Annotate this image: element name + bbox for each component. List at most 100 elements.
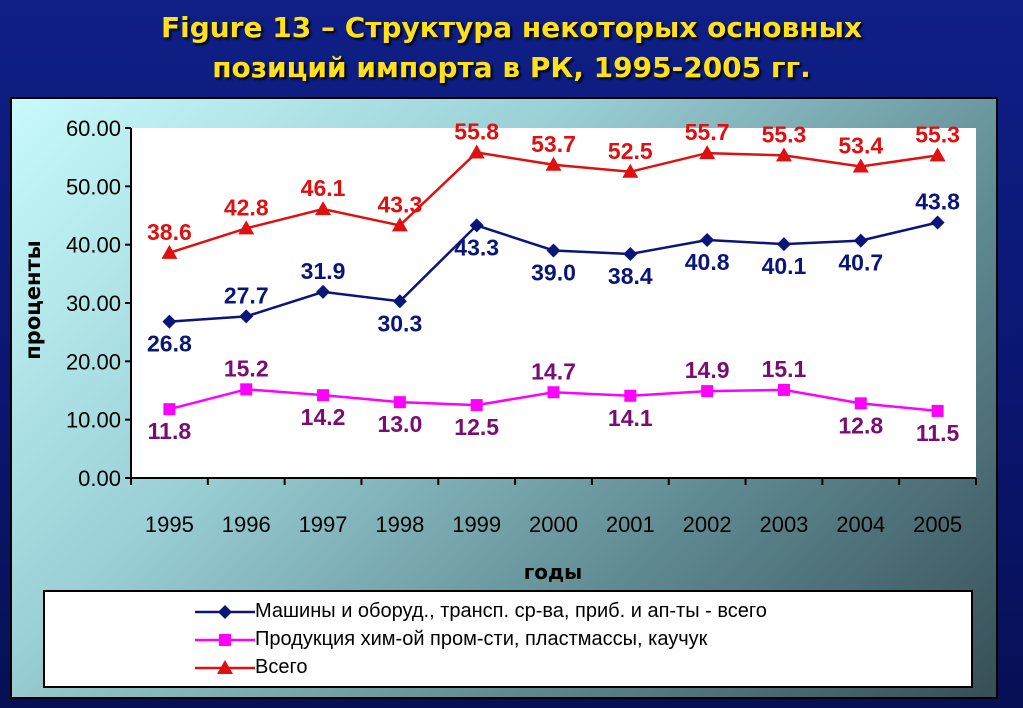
axes: 0.00 10.00 20.00 30.00 40.00 50.00 60.00 1995 19… bbox=[66, 116, 977, 537]
data-label-machinery: 39.0 bbox=[531, 260, 576, 286]
data-point-chemicals bbox=[931, 404, 944, 417]
data-point-chemicals bbox=[854, 397, 867, 410]
y-tick-label: 50.00 bbox=[66, 174, 121, 199]
y-tick-label: 40.00 bbox=[66, 233, 121, 258]
data-label-machinery: 43.3 bbox=[454, 234, 499, 260]
data-label-machinery: 30.3 bbox=[377, 310, 422, 336]
series-chemicals bbox=[163, 383, 944, 417]
legend-label-total: Всего bbox=[255, 656, 308, 678]
data-point-machinery bbox=[392, 294, 407, 309]
data-label-chemicals: 12.5 bbox=[454, 414, 499, 440]
data-label-total: 42.8 bbox=[224, 194, 269, 220]
data-label-total: 55.3 bbox=[915, 121, 960, 147]
x-tick-label: 2001 bbox=[606, 512, 655, 537]
data-label-total: 43.3 bbox=[377, 191, 422, 217]
data-point-machinery bbox=[853, 233, 868, 248]
data-label-total: 53.4 bbox=[838, 133, 883, 159]
y-tick-label: 20.00 bbox=[66, 349, 121, 374]
data-point-machinery bbox=[623, 247, 638, 261]
legend-label-chemicals: Продукция хим-ой пром-сти, пластмассы, к… bbox=[255, 628, 708, 650]
data-point-chemicals bbox=[701, 385, 714, 398]
data-label-total: 55.7 bbox=[685, 119, 730, 145]
data-label-total: 52.5 bbox=[608, 138, 653, 164]
data-point-chemicals bbox=[317, 389, 330, 402]
series-total bbox=[161, 144, 946, 259]
y-tick-label: 0.00 bbox=[78, 466, 121, 491]
data-label-total: 38.6 bbox=[147, 219, 192, 245]
chart-title-line-2: позиций импорта в РК, 1995-2005 гг. bbox=[212, 51, 811, 84]
x-tick-label: 2004 bbox=[836, 512, 885, 537]
data-point-machinery bbox=[239, 309, 254, 324]
x-tick-label: 1999 bbox=[452, 512, 501, 537]
series-layer bbox=[161, 144, 946, 417]
data-label-chemicals: 11.5 bbox=[916, 420, 960, 446]
data-label-machinery: 27.7 bbox=[224, 282, 269, 308]
data-point-machinery bbox=[469, 218, 484, 233]
data-label-chemicals: 15.1 bbox=[762, 356, 807, 382]
data-label-machinery: 38.4 bbox=[608, 263, 653, 289]
x-tick-label: 2002 bbox=[683, 512, 732, 537]
data-label-total: 53.7 bbox=[531, 131, 576, 157]
legend-label-machinery: Машины и оборуд., трансп. ср-ва, приб. и… bbox=[255, 600, 767, 622]
data-label-chemicals: 15.2 bbox=[224, 355, 269, 381]
x-tick-label: 1997 bbox=[299, 512, 348, 537]
legend: Машины и оборуд., трансп. ср-ва, приб. и… bbox=[43, 590, 973, 688]
data-point-chemicals bbox=[547, 386, 560, 399]
data-point-total bbox=[775, 147, 792, 162]
series-machinery bbox=[162, 215, 945, 329]
data-point-chemicals bbox=[240, 383, 253, 396]
data-label-chemicals: 12.8 bbox=[838, 412, 883, 438]
data-label-chemicals: 14.9 bbox=[685, 357, 730, 383]
data-label-machinery: 40.7 bbox=[838, 250, 883, 276]
data-label-chemicals: 14.1 bbox=[608, 405, 653, 431]
x-tick-label: 2000 bbox=[529, 512, 578, 537]
y-axis-label: проценты bbox=[21, 240, 45, 359]
data-label-total: 55.8 bbox=[454, 119, 499, 145]
data-label-machinery: 26.8 bbox=[147, 331, 192, 357]
data-point-machinery bbox=[162, 314, 177, 329]
x-tick-label: 2005 bbox=[913, 512, 962, 537]
data-labels-layer: 26.8 27.7 31.9 30.3 43.3 39.0 38.4 40.8 40.1 40.7… bbox=[147, 119, 960, 446]
data-point-total bbox=[315, 201, 332, 216]
data-label-machinery: 40.8 bbox=[685, 249, 730, 275]
legend-key-machinery bbox=[195, 605, 255, 619]
x-tick-label: 2003 bbox=[759, 512, 808, 537]
chart-title-line-1: Figure 13 – Структура некоторых основных bbox=[160, 11, 863, 44]
data-label-machinery: 31.9 bbox=[301, 258, 346, 284]
data-point-machinery bbox=[700, 233, 715, 247]
data-point-total bbox=[852, 158, 869, 173]
data-label-total: 55.3 bbox=[762, 121, 807, 147]
data-point-total bbox=[391, 217, 408, 232]
legend-key-chemicals bbox=[195, 634, 255, 646]
data-point-chemicals bbox=[163, 403, 176, 416]
data-point-machinery bbox=[316, 284, 331, 299]
data-point-total bbox=[929, 147, 946, 162]
data-point-machinery bbox=[776, 237, 791, 252]
x-tick-label: 1996 bbox=[222, 512, 271, 537]
x-tick-label: 1998 bbox=[375, 512, 424, 537]
data-label-chemicals: 14.2 bbox=[301, 404, 346, 430]
y-tick-label: 60.00 bbox=[66, 116, 121, 141]
data-label-chemicals: 13.0 bbox=[377, 411, 422, 437]
data-label-machinery: 43.8 bbox=[915, 189, 960, 215]
data-point-chemicals bbox=[777, 383, 790, 396]
plot-area bbox=[131, 128, 976, 478]
data-point-total bbox=[468, 144, 485, 159]
data-label-machinery: 40.1 bbox=[762, 253, 807, 279]
data-point-chemicals bbox=[624, 389, 637, 402]
y-tick-label: 10.00 bbox=[66, 408, 121, 433]
data-point-chemicals bbox=[470, 399, 483, 412]
x-axis-label: годы bbox=[524, 560, 582, 584]
data-point-total bbox=[699, 145, 716, 160]
y-tick-label: 30.00 bbox=[66, 291, 121, 316]
data-point-total bbox=[545, 156, 562, 171]
data-label-chemicals: 14.7 bbox=[531, 358, 576, 384]
data-point-total bbox=[238, 220, 255, 235]
data-point-chemicals bbox=[393, 396, 406, 409]
line-chart: 0.00 10.00 20.00 30.00 40.00 50.00 60.00 1995 19… bbox=[21, 116, 977, 584]
data-point-total bbox=[161, 244, 178, 259]
data-point-machinery bbox=[546, 243, 561, 258]
data-point-machinery bbox=[930, 215, 945, 230]
x-tick-label: 1995 bbox=[145, 512, 194, 537]
chart-title: Figure 13 – Структура некоторых основных… bbox=[0, 8, 1023, 88]
